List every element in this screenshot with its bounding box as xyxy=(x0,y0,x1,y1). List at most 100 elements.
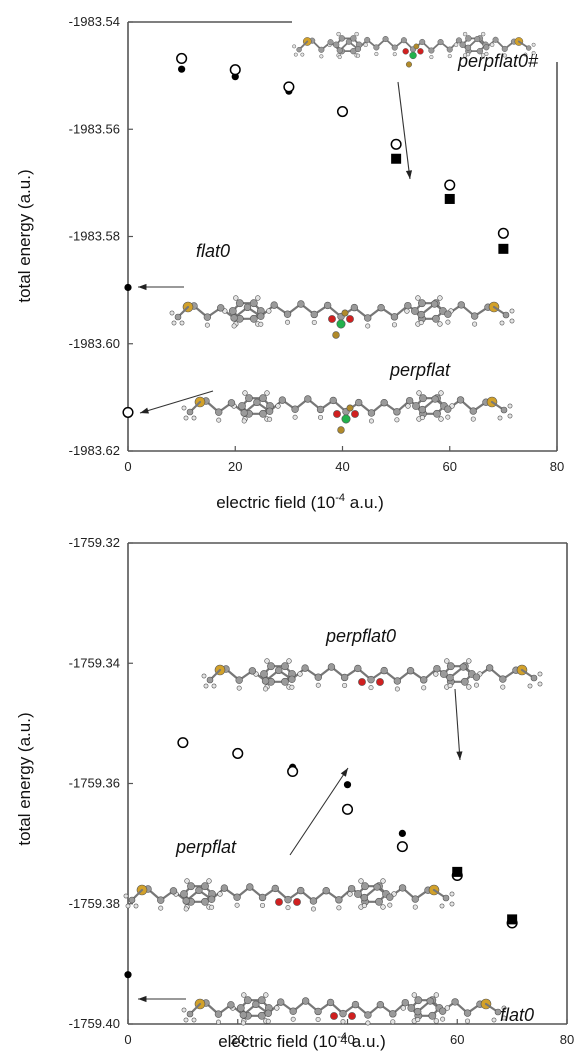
carbon-atom xyxy=(327,663,336,671)
hydrogen-atom xyxy=(311,319,317,325)
carbon-atom xyxy=(367,675,375,684)
hydrogen-atom xyxy=(404,308,410,314)
hydrogen-atom xyxy=(241,418,247,424)
carbon-atom xyxy=(340,673,349,682)
hydrogen-atom xyxy=(465,1018,471,1024)
hydrogen-atom xyxy=(340,1019,346,1025)
carbon-atom xyxy=(157,896,165,904)
carbon-atom xyxy=(411,307,419,315)
carbon-atom xyxy=(414,996,423,1005)
carbon-atom xyxy=(297,886,305,895)
hydrogen-atom xyxy=(285,319,291,325)
carbon-atom xyxy=(259,409,267,418)
oxygen-atom xyxy=(346,315,354,323)
carbon-atom xyxy=(264,1009,272,1017)
carbon-atom xyxy=(316,405,325,414)
carbon-atom xyxy=(373,883,381,891)
hydrogen-atom xyxy=(293,52,298,57)
boron-atom xyxy=(409,51,417,60)
annotation-label: perpflat xyxy=(175,837,237,857)
carbon-atom xyxy=(201,882,209,891)
annotation-label: perpflat0 xyxy=(325,626,396,646)
carbon-atom xyxy=(180,890,188,898)
carbon-atom xyxy=(393,408,401,416)
carbon-atom xyxy=(335,896,343,904)
hydrogen-atom xyxy=(531,42,536,47)
carbon-atom xyxy=(411,895,419,903)
carbon-atom xyxy=(355,398,363,407)
carbon-atom xyxy=(243,996,252,1005)
carbon-atom xyxy=(249,314,258,323)
carbon-atom xyxy=(169,887,178,895)
carbon-atom xyxy=(354,664,362,673)
carbon-atom xyxy=(469,407,477,415)
hydrogen-atom xyxy=(358,878,364,884)
carbon-atom xyxy=(310,310,318,319)
y-tick-label: -1983.62 xyxy=(69,443,120,458)
carbon-atom xyxy=(350,35,357,42)
carbon-atom xyxy=(428,1011,437,1020)
hydrogen-atom xyxy=(206,878,212,884)
carbon-atom xyxy=(233,893,241,901)
carbon-atom xyxy=(227,399,236,407)
hydrogen-atom xyxy=(181,1007,187,1013)
carbon-atom xyxy=(380,399,388,407)
carbon-atom xyxy=(249,299,258,308)
data-point-filled-circle xyxy=(178,65,186,73)
hydrogen-atom xyxy=(433,992,440,998)
hydrogen-atom xyxy=(123,893,129,899)
x-tick-label: 20 xyxy=(231,1032,245,1047)
hydrogen-atom xyxy=(292,414,298,420)
hydrogen-atom xyxy=(509,318,515,324)
annotation-label: flat0 xyxy=(196,241,230,261)
carbon-atom xyxy=(364,314,372,322)
carbon-atom xyxy=(364,1011,372,1019)
molecule-image xyxy=(169,295,515,339)
hydrogen-atom xyxy=(263,686,269,692)
hydrogen-atom xyxy=(285,905,291,911)
data-point-open-circle xyxy=(341,803,354,815)
carbon-atom xyxy=(261,677,270,685)
hydrogen-atom xyxy=(394,686,400,692)
oxygen-atom xyxy=(333,410,341,418)
arrow-head xyxy=(405,170,413,179)
molecule-image xyxy=(181,390,513,434)
fluorine-atom xyxy=(413,43,420,50)
carbon-atom xyxy=(322,887,330,895)
molecule-image xyxy=(201,658,543,692)
carbon-atom xyxy=(318,46,325,53)
hydrogen-atom xyxy=(171,320,177,326)
carbon-atom xyxy=(355,46,362,53)
hydrogen-atom xyxy=(444,1005,451,1011)
oxygen-atom xyxy=(330,1012,338,1020)
carbon-atom xyxy=(437,39,444,46)
data-point-open-circle xyxy=(390,138,402,150)
carbon-atom xyxy=(354,890,362,898)
hydrogen-atom xyxy=(292,44,297,49)
hydrogen-atom xyxy=(489,42,495,47)
fluorine-atom xyxy=(341,309,349,317)
hydrogen-atom xyxy=(419,415,425,421)
hydrogen-atom xyxy=(363,42,368,47)
x-axis-title: electric field (10-4 a.u.) xyxy=(216,492,384,512)
x-tick-label: 20 xyxy=(228,459,242,474)
carbon-atom xyxy=(281,662,289,671)
carbon-atom xyxy=(433,409,441,418)
carbon-atom xyxy=(373,44,380,51)
carbon-atom xyxy=(501,45,508,52)
hydrogen-atom xyxy=(523,52,528,57)
hydrogen-atom xyxy=(411,992,418,998)
carbon-atom xyxy=(428,47,435,54)
carbon-atom xyxy=(457,301,465,309)
hydrogen-atom xyxy=(462,31,468,37)
carbon-atom xyxy=(260,670,268,678)
oxygen-atom xyxy=(402,48,409,55)
carbon-atom xyxy=(228,307,237,315)
hydrogen-atom xyxy=(394,417,400,423)
chart-top: 0 20 40 60 80 -1983.54 -1983.56 -1983.58 -1983.6… xyxy=(15,14,564,512)
carbon-atom xyxy=(265,407,274,415)
hydrogen-atom xyxy=(365,1020,371,1026)
carbon-atom xyxy=(418,405,427,414)
hydrogen-atom xyxy=(433,1018,440,1024)
carbon-atom xyxy=(426,997,434,1005)
